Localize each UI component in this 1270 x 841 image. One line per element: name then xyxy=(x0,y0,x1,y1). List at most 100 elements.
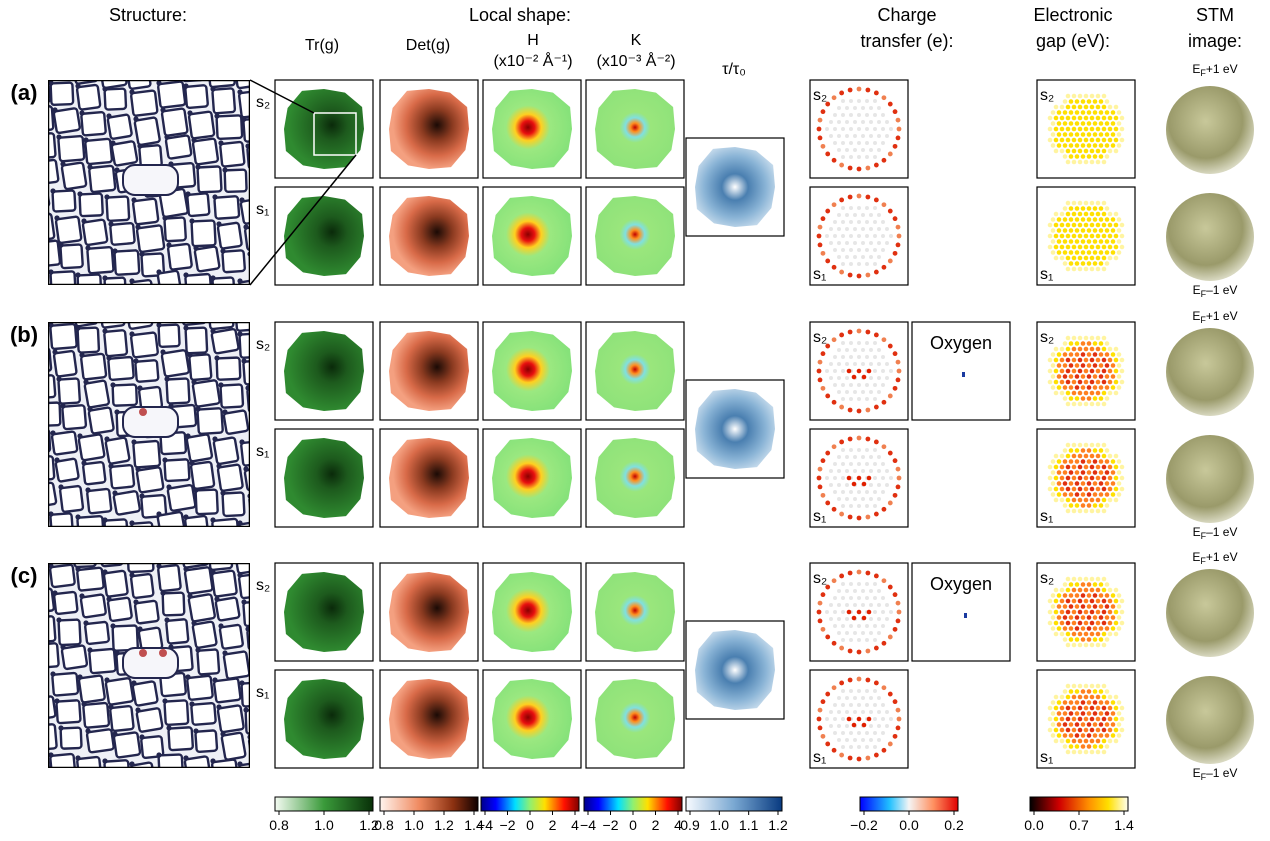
charge-dot xyxy=(816,368,822,374)
gap-dot xyxy=(1113,727,1119,733)
gap-dot xyxy=(1059,738,1065,744)
charge-dot xyxy=(861,469,865,473)
gap-dot xyxy=(1074,481,1080,486)
colorbar xyxy=(685,796,783,812)
gap-dot xyxy=(1056,626,1062,631)
charge-dot xyxy=(816,475,822,481)
gap-dot xyxy=(1080,615,1086,620)
charge-dot xyxy=(895,600,901,606)
gap-dot xyxy=(1089,159,1095,165)
lattice-cell xyxy=(48,723,58,751)
atom xyxy=(156,322,162,328)
charge-dot xyxy=(833,369,837,373)
gap-dot xyxy=(1119,475,1125,481)
gap-dot xyxy=(1053,126,1059,132)
gap-dot xyxy=(1092,154,1098,159)
charge-dot xyxy=(817,224,823,230)
gap-dot xyxy=(1062,121,1068,126)
lattice-cell xyxy=(61,404,88,431)
lattice-cell xyxy=(135,707,164,733)
atom xyxy=(129,520,135,526)
charge-dot xyxy=(857,99,861,103)
gap-dot xyxy=(1077,727,1083,733)
charge-dot xyxy=(857,113,861,117)
gap-dot xyxy=(1095,620,1101,626)
gap-dot xyxy=(1068,470,1074,475)
charge-dot xyxy=(831,202,837,208)
charge-dot xyxy=(841,745,845,749)
gap-dot xyxy=(1095,222,1101,228)
charge-dot xyxy=(839,680,845,686)
gap-dot xyxy=(1047,716,1053,722)
gap-dot xyxy=(1059,346,1065,352)
gap-dot xyxy=(1089,475,1095,481)
charge-dot xyxy=(881,747,887,753)
charge-dot xyxy=(845,255,849,259)
gap-dot xyxy=(1083,255,1089,261)
atom xyxy=(25,293,30,298)
atom xyxy=(137,143,143,149)
gap-dot xyxy=(1080,582,1086,587)
colorbar xyxy=(480,796,580,812)
lattice-cell xyxy=(243,466,250,492)
gap-dot xyxy=(1071,244,1077,250)
gap-dot xyxy=(1071,727,1077,733)
lattice-cell xyxy=(48,481,58,508)
lattice-cell xyxy=(86,245,115,275)
gap-dot xyxy=(1077,346,1083,352)
gap-dot xyxy=(1101,211,1107,217)
lattice-cell xyxy=(210,327,240,355)
lattice-cell xyxy=(24,269,46,294)
charge-dot xyxy=(869,241,873,245)
lattice-cell xyxy=(48,669,49,698)
atom xyxy=(160,349,166,355)
atom xyxy=(75,566,81,572)
atom xyxy=(187,541,192,546)
surface-label: s₂ xyxy=(1040,329,1054,346)
charge-dot xyxy=(856,475,862,481)
gap-dot xyxy=(1101,683,1107,689)
charge-dot xyxy=(887,343,893,349)
colorbar-tick-label: 0.7 xyxy=(1069,817,1089,833)
atom xyxy=(239,439,245,445)
lattice-cell xyxy=(86,487,113,515)
gap-dot xyxy=(1059,453,1065,459)
gap-dot xyxy=(1056,385,1062,390)
atom xyxy=(48,752,54,758)
charge-dot xyxy=(831,264,837,270)
gap-dot xyxy=(1098,481,1104,486)
gap-dot xyxy=(1113,255,1119,261)
atom xyxy=(98,59,103,64)
charge-dot xyxy=(873,206,877,210)
lattice-cell xyxy=(140,735,165,760)
charge-dot xyxy=(873,269,879,275)
gap-dot xyxy=(1098,700,1104,705)
gap-dot xyxy=(1095,464,1101,470)
atom xyxy=(237,331,243,337)
atom xyxy=(87,164,93,170)
lattice-cell xyxy=(223,168,248,194)
charge-dot xyxy=(849,234,853,238)
atom xyxy=(220,248,226,254)
atom xyxy=(206,542,211,547)
gap-dot xyxy=(1095,453,1101,459)
charge-dot xyxy=(892,626,898,632)
atom xyxy=(266,188,271,193)
charge-dot xyxy=(839,439,845,445)
charge-dot xyxy=(825,208,831,214)
atom xyxy=(106,785,111,790)
gap-dot xyxy=(1107,587,1113,593)
panel-oxygen xyxy=(911,321,1011,421)
gap-dot xyxy=(1074,239,1080,244)
charge-dot xyxy=(845,497,849,501)
surface-label: s₂ xyxy=(256,577,270,594)
gap-dot xyxy=(1071,716,1077,722)
lattice-cell xyxy=(46,297,70,321)
gap-dot xyxy=(1092,503,1098,508)
charge-dot xyxy=(877,631,881,635)
charge-dot xyxy=(857,341,861,345)
structure-frame xyxy=(48,322,250,527)
lattice-cell xyxy=(133,116,161,147)
gap-dot xyxy=(1086,261,1092,266)
gap-dot xyxy=(1065,222,1071,228)
